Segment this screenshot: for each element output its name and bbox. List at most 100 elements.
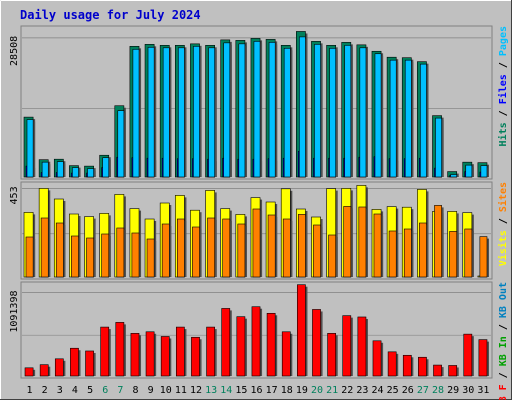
bar-pages-day-4 — [72, 167, 79, 178]
bar-sites-day-30 — [464, 228, 473, 278]
day-label: 10 — [160, 385, 172, 396]
bar-sites-day-5 — [86, 237, 94, 278]
bar-pages-day-21 — [329, 47, 337, 178]
day-label: 19 — [296, 385, 308, 396]
legend-item: KB F — [498, 384, 509, 400]
legend-separator: / — [498, 104, 509, 122]
bar-pages-day-27 — [420, 63, 427, 178]
bar-kb-f-day-20 — [312, 309, 321, 377]
day-label: 13 — [205, 385, 217, 396]
day-label: 16 — [250, 385, 262, 396]
day-label: 28 — [432, 385, 444, 396]
bar-kb-f-day-9 — [145, 331, 155, 377]
bar-kb-f-day-6 — [100, 326, 110, 377]
bar-sites-day-23 — [358, 206, 367, 278]
day-label: 26 — [402, 385, 414, 396]
bar-kb-f-day-1 — [24, 367, 34, 377]
y-max-label: 453 — [9, 186, 20, 204]
legend-item: Pages — [498, 26, 509, 56]
bar-pages-day-2 — [41, 161, 49, 178]
bar-kb-f-day-3 — [54, 358, 64, 377]
bar-sites-day-3 — [55, 222, 64, 278]
bar-sites-day-17 — [267, 214, 276, 278]
bar-sites-day-13 — [207, 217, 215, 278]
day-label: 3 — [57, 385, 63, 396]
bar-kb-f-day-22 — [342, 315, 352, 377]
chart-panel-bottom: 1091398 KB F / KB In / KB Out — [9, 281, 509, 400]
day-label: 17 — [266, 385, 278, 396]
bar-pages-day-25 — [389, 59, 397, 178]
bar-pages-day-14 — [223, 42, 231, 178]
bar-kb-f-day-17 — [266, 312, 276, 377]
legend-top: Hits / Files / Pages — [497, 26, 509, 146]
day-label: 18 — [281, 385, 293, 396]
bar-sites-day-22 — [343, 206, 352, 278]
legend-item: KB In — [498, 336, 509, 366]
bar-pages-day-6 — [102, 157, 110, 178]
day-label: 11 — [175, 385, 187, 396]
bar-kb-f-day-15 — [236, 316, 246, 377]
bar-sites-day-24 — [373, 213, 382, 278]
bar-sites-day-6 — [101, 233, 110, 278]
day-label: 8 — [132, 385, 138, 396]
bar-sites-day-15 — [237, 223, 246, 278]
day-label: 6 — [102, 385, 108, 396]
chart-panel-middle: 453 Visits / Sites — [9, 181, 509, 280]
bar-kb-f-day-19 — [297, 284, 306, 377]
bar-pages-day-11 — [177, 47, 185, 178]
bar-pages-day-28 — [435, 117, 442, 178]
bar-kb-f-day-13 — [206, 326, 215, 377]
bar-sites-day-18 — [282, 218, 291, 278]
bar-pages-day-9 — [147, 47, 155, 178]
bar-pages-day-23 — [359, 47, 367, 178]
bar-sites-day-4 — [71, 235, 79, 278]
bar-sites-day-20 — [313, 224, 321, 278]
bar-sites-day-16 — [252, 208, 261, 278]
bar-pages-day-15 — [238, 43, 246, 178]
legend-middle: Visits / Sites — [497, 182, 509, 266]
bar-pages-day-20 — [314, 44, 321, 178]
bar-kb-f-day-27 — [418, 356, 427, 377]
bar-kb-f-day-26 — [402, 354, 412, 377]
bar-kb-f-day-21 — [327, 333, 337, 377]
bar-pages-day-1 — [26, 119, 34, 178]
bar-sites-day-2 — [40, 217, 49, 278]
day-label: 15 — [235, 385, 247, 396]
bar-pages-day-18 — [283, 47, 291, 178]
day-label: 2 — [42, 385, 48, 396]
bar-pages-day-10 — [162, 47, 170, 178]
bar-sites-day-12 — [192, 226, 200, 278]
bar-kb-f-day-14 — [221, 308, 231, 377]
day-label: 14 — [220, 385, 232, 396]
chart-panel-top: 28508 Hits / Files / Pages — [9, 25, 509, 180]
day-label: 12 — [190, 385, 202, 396]
bar-sites-day-11 — [176, 218, 185, 278]
day-label: 31 — [477, 385, 489, 396]
bar-pages-day-16 — [253, 41, 261, 178]
bar-pages-day-24 — [374, 53, 382, 178]
bar-kb-f-day-7 — [115, 322, 125, 377]
day-label: 30 — [462, 385, 474, 396]
day-label: 22 — [341, 385, 353, 396]
bar-sites-day-21 — [328, 234, 337, 278]
bar-kb-f-day-23 — [357, 316, 367, 377]
bar-sites-day-31 — [479, 236, 488, 278]
bar-pages-day-12 — [193, 46, 200, 178]
bar-sites-day-7 — [116, 227, 125, 278]
bar-kb-f-day-8 — [130, 333, 140, 377]
bar-kb-f-day-25 — [387, 351, 397, 377]
bar-sites-day-8 — [131, 232, 140, 278]
y-max-label: 1091398 — [9, 291, 20, 333]
day-label: 9 — [148, 385, 154, 396]
legend-item: KB Out — [498, 282, 509, 318]
bar-sites-day-28 — [434, 205, 442, 278]
bar-sites-day-27 — [419, 222, 427, 278]
day-label: 21 — [326, 385, 338, 396]
bar-kb-f-day-16 — [251, 306, 261, 377]
bar-pages-day-7 — [117, 110, 125, 178]
legend-bottom: KB F / KB In / KB Out — [498, 282, 509, 400]
bar-pages-day-5 — [87, 168, 94, 178]
bar-pages-day-3 — [56, 161, 64, 178]
bar-pages-day-13 — [208, 47, 215, 178]
